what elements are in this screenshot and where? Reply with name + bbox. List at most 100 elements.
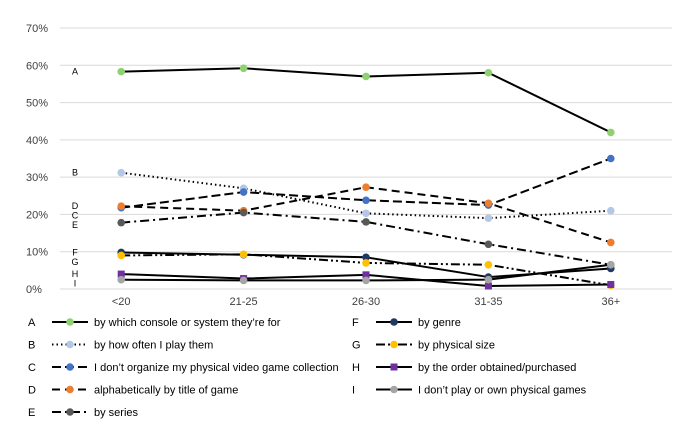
gridlines xyxy=(60,27,672,290)
legend-letter: G xyxy=(352,340,361,352)
legend-marker xyxy=(66,408,74,416)
y-axis: 0% 10% 20% 30% 40% 50% 60% 70% xyxy=(26,23,48,296)
legend-label: by physical size xyxy=(418,340,495,352)
data-point xyxy=(607,154,615,163)
data-point xyxy=(362,196,370,205)
legend-label: by which console or system they’re for xyxy=(94,317,281,329)
series-lines xyxy=(117,64,615,290)
legend-marker xyxy=(66,318,74,326)
data-point xyxy=(362,259,370,267)
x-tick-label: 36+ xyxy=(601,296,620,308)
legend-entry-c: C I don’t organize my physical video game… xyxy=(28,362,339,374)
legend-letter: D xyxy=(28,385,36,397)
data-point xyxy=(239,250,248,259)
legend-marker xyxy=(66,385,74,394)
series-line xyxy=(121,211,611,266)
legend-marker xyxy=(390,385,398,394)
legend-marker xyxy=(66,363,74,371)
y-tick-label: 40% xyxy=(26,135,48,147)
data-point xyxy=(117,275,125,284)
data-point xyxy=(362,72,370,81)
series-letter: C xyxy=(72,211,79,221)
legend-entry-i: I I don’t play or own physical games xyxy=(352,385,587,397)
legend-label: by how often I play them xyxy=(94,340,213,352)
data-point xyxy=(484,199,493,208)
x-tick-label: 21-25 xyxy=(230,296,258,308)
series-letter: H xyxy=(72,269,79,279)
series-b xyxy=(117,168,615,222)
legend-label: I don’t organize my physical video game … xyxy=(94,362,339,374)
legend-letter: H xyxy=(352,362,360,374)
series-letter: G xyxy=(71,257,78,267)
x-tick-label: 31-35 xyxy=(474,296,502,308)
legend-marker xyxy=(66,340,74,349)
data-point xyxy=(484,214,493,222)
legend-marker xyxy=(390,318,398,326)
series-letter: E xyxy=(72,220,78,230)
data-point xyxy=(117,218,125,227)
legend-label: by series xyxy=(94,407,139,419)
data-point xyxy=(484,240,493,249)
legend-marker xyxy=(390,363,398,371)
data-point xyxy=(484,282,492,290)
data-point xyxy=(239,208,248,217)
data-point xyxy=(117,168,125,177)
y-tick-label: 60% xyxy=(26,60,48,72)
data-point xyxy=(607,281,615,289)
series-a xyxy=(117,64,615,137)
data-point xyxy=(607,206,615,215)
data-point xyxy=(239,276,248,285)
data-point xyxy=(607,260,615,269)
y-tick-label: 30% xyxy=(26,172,48,184)
y-tick-label: 50% xyxy=(26,98,48,110)
series-c xyxy=(117,154,615,212)
data-point xyxy=(607,128,615,137)
legend-marker xyxy=(390,340,398,349)
series-letter: F xyxy=(72,247,78,257)
data-point xyxy=(607,238,615,247)
data-point xyxy=(362,253,370,262)
legend-letter: I xyxy=(352,385,355,397)
data-point xyxy=(362,183,370,192)
legend-letter: E xyxy=(28,407,35,419)
data-point xyxy=(239,64,248,73)
legend-label: alphabetically by title of game xyxy=(94,385,238,397)
y-tick-label: 20% xyxy=(26,209,48,221)
data-point xyxy=(484,260,493,269)
legend-letter: B xyxy=(28,340,35,352)
series-letter: B xyxy=(72,168,78,178)
data-point xyxy=(117,270,125,278)
data-point xyxy=(117,251,125,260)
y-tick-label: 70% xyxy=(26,23,48,35)
data-point xyxy=(362,209,370,218)
legend-letter: A xyxy=(28,317,36,329)
x-tick-label: 26-30 xyxy=(352,296,380,308)
legend-label: I don’t play or own physical games xyxy=(418,385,587,397)
series-i xyxy=(117,260,615,285)
y-tick-label: 10% xyxy=(26,247,48,259)
data-point xyxy=(117,202,125,211)
data-point xyxy=(362,276,370,285)
data-point xyxy=(484,275,493,284)
data-point xyxy=(362,271,370,279)
data-point xyxy=(117,67,125,76)
series-line xyxy=(121,157,612,209)
series-letter: I xyxy=(74,279,77,289)
data-point xyxy=(362,218,370,226)
legend-label: by the order obtained/purchased xyxy=(418,362,576,374)
legend-label: by genre xyxy=(418,317,461,329)
data-point xyxy=(239,188,248,196)
series-letter: A xyxy=(72,67,78,77)
y-tick-label: 0% xyxy=(26,284,42,296)
legend-letter: F xyxy=(352,317,359,329)
